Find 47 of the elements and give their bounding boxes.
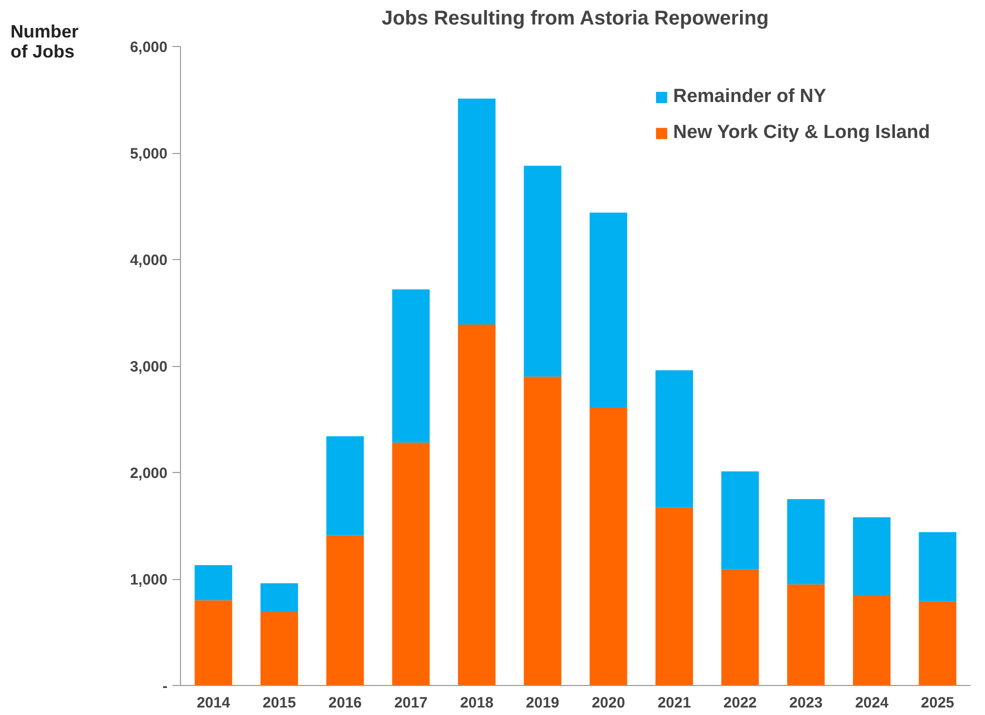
bar: [194, 600, 232, 686]
x-tick-label: 2015: [262, 694, 296, 712]
bar: [392, 289, 430, 443]
bar: [194, 565, 232, 600]
x-tick-label: 2018: [460, 694, 494, 712]
bar: [590, 212, 628, 408]
chart-title: Jobs Resulting from Astoria Repowering: [382, 8, 769, 30]
x-tick-label: 2024: [855, 694, 890, 712]
bar: [787, 499, 825, 584]
y-tick-label: 6,000: [130, 39, 168, 56]
x-tick-label: 2023: [789, 694, 823, 712]
bar: [458, 324, 496, 686]
bar: [524, 166, 562, 377]
bar: [787, 584, 825, 686]
bar: [458, 98, 496, 324]
y-tick-label: 1,000: [130, 572, 168, 588]
y-tick-label: 3,000: [130, 358, 168, 376]
bar: [852, 594, 891, 686]
x-tick-label: 2025: [920, 694, 954, 712]
bar: [326, 535, 364, 686]
bar: [721, 471, 759, 570]
bar: [326, 436, 364, 536]
bar: [590, 408, 628, 686]
bar: [918, 601, 956, 686]
y-tick-label: 5,000: [130, 146, 168, 162]
x-tick-label: 2021: [658, 694, 691, 712]
bar: [918, 532, 956, 602]
y-tick-label: 4,000: [130, 252, 168, 269]
legend-label: Remainder of NY: [673, 86, 826, 108]
bar: [655, 508, 694, 686]
y-axis-title: Number of Jobs: [10, 22, 79, 62]
bar: [524, 376, 562, 686]
y-tick-label: -: [162, 678, 168, 695]
y-tick-label: 2,000: [130, 465, 168, 482]
x-tick-label: 2014: [196, 694, 231, 712]
x-tick-label: 2016: [328, 694, 362, 712]
bar: [260, 612, 298, 686]
x-tick-label: 2022: [723, 694, 757, 712]
legend-label: New York City & Long Island: [673, 122, 930, 144]
bar: [392, 442, 430, 686]
bar: [721, 569, 759, 686]
bar: [852, 517, 891, 595]
bar: [655, 370, 694, 508]
x-tick-label: 2020: [592, 694, 626, 712]
x-tick-label: 2019: [526, 694, 560, 712]
bar: [260, 583, 298, 612]
x-tick-label: 2017: [394, 694, 428, 712]
